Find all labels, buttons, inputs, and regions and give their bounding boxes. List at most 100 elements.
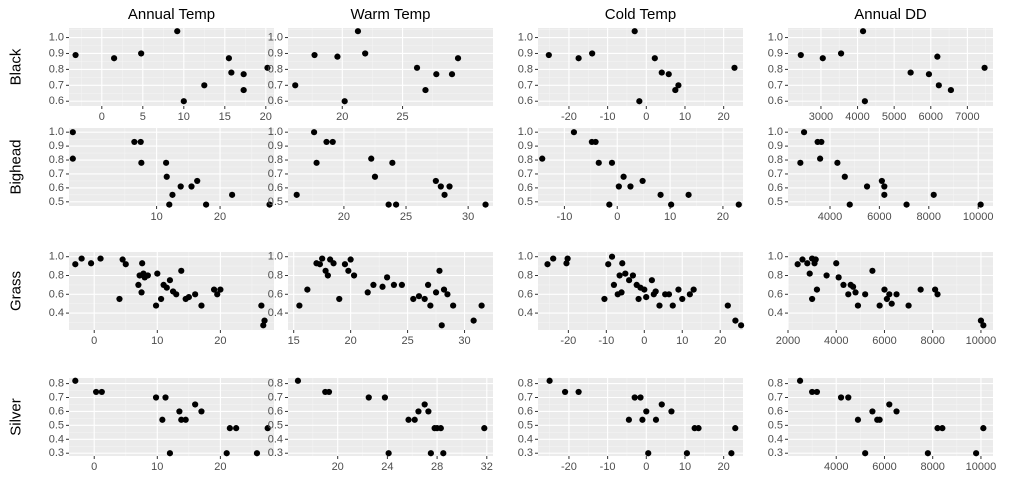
y-tick-label: 1.0 — [49, 32, 64, 44]
data-point — [166, 450, 174, 457]
data-point — [482, 201, 489, 208]
data-point — [223, 450, 230, 457]
data-point — [635, 295, 642, 303]
data-point — [201, 82, 208, 89]
data-point — [977, 201, 984, 208]
x-tick-label: 20 — [718, 111, 730, 123]
data-point — [350, 272, 358, 279]
y-tick-label: 0.7 — [518, 168, 533, 180]
x-tick-label: 0 — [614, 211, 620, 223]
x-tick-label: 28 — [431, 461, 443, 473]
data-point — [166, 277, 174, 284]
data-point — [981, 64, 988, 71]
y-tick-label: 0.8 — [49, 378, 64, 390]
data-point — [546, 377, 553, 384]
data-point — [544, 261, 551, 268]
data-point — [398, 281, 405, 288]
data-point — [421, 401, 428, 408]
data-point — [881, 191, 888, 198]
y-tick-label: 0.8 — [268, 269, 283, 281]
data-point — [370, 281, 377, 288]
y-tick-label: 1.0 — [268, 251, 283, 263]
data-point — [137, 138, 144, 146]
panel-0-0: 0 5 10 15 20 0.6 0.7 0.8 0.9 1.0 — [49, 28, 274, 123]
x-tick-label: 10000 — [963, 211, 994, 223]
data-point — [652, 416, 660, 423]
panel-background — [788, 28, 993, 106]
y-tick-label: 0.7 — [268, 168, 283, 180]
data-point — [881, 183, 888, 190]
data-point — [893, 291, 900, 298]
data-point — [178, 267, 185, 274]
data-point — [390, 281, 398, 288]
data-point — [341, 261, 349, 268]
data-point — [610, 281, 618, 288]
data-point — [97, 255, 104, 262]
data-point — [72, 377, 79, 384]
data-point — [886, 291, 893, 298]
data-point — [322, 267, 329, 274]
data-point — [163, 173, 170, 180]
y-tick-label: 0.5 — [268, 419, 283, 431]
x-tick-label: 10 — [679, 461, 691, 473]
y-tick-label: 0.3 — [268, 447, 283, 459]
data-point — [939, 425, 946, 432]
data-point — [131, 138, 138, 146]
data-point — [797, 159, 804, 166]
data-point — [679, 295, 686, 303]
data-point — [264, 64, 271, 71]
data-point — [325, 388, 333, 396]
x-tick-label: 20 — [336, 111, 348, 123]
data-point — [138, 159, 145, 166]
data-point — [626, 277, 633, 284]
data-point — [608, 253, 616, 260]
y-tick-label: 0.7 — [49, 392, 64, 404]
data-point — [413, 64, 421, 71]
data-point — [266, 201, 273, 208]
data-point — [293, 191, 300, 198]
data-point — [905, 302, 912, 309]
data-point — [823, 272, 830, 279]
data-point — [595, 159, 602, 166]
y-tick-label: 0.6 — [768, 95, 783, 107]
row-label-2: Grass — [8, 271, 25, 311]
y-tick-label: 1.0 — [768, 126, 783, 138]
panel-3-3: 4000 6000 8000 10000 0.3 0.4 0.5 0.60.7 0.8 — [768, 378, 997, 473]
data-point — [850, 283, 857, 290]
data-point — [627, 183, 634, 190]
x-tick-label: 25 — [401, 335, 413, 347]
data-point — [854, 416, 862, 423]
data-point — [198, 302, 205, 309]
y-tick-label: 1.0 — [49, 126, 64, 138]
column-title-2: Cold Temp — [605, 6, 676, 23]
x-tick-label: 25 — [400, 211, 412, 223]
data-point — [575, 55, 582, 62]
data-point — [806, 270, 813, 277]
x-tick-label: 10 — [676, 335, 688, 347]
data-point — [561, 388, 569, 396]
y-tick-label: 0.5 — [49, 419, 64, 431]
data-point — [415, 408, 422, 415]
y-tick-label: 0.9 — [268, 47, 283, 59]
data-point — [173, 291, 180, 298]
y-tick-label: 1.0 — [268, 32, 283, 44]
data-point — [365, 394, 372, 401]
data-point — [615, 183, 622, 190]
data-point — [233, 425, 240, 432]
data-point — [421, 295, 428, 303]
data-point — [210, 286, 218, 293]
x-tick-label: 10000 — [966, 335, 997, 347]
data-point — [934, 425, 941, 432]
y-tick-label: 0.6 — [49, 405, 64, 417]
y-tick-label: 0.8 — [768, 154, 783, 166]
y-tick-label: 0.6 — [518, 288, 533, 300]
y-tick-label: 0.6 — [518, 182, 533, 194]
data-point — [869, 267, 876, 274]
x-tick-label: 0 — [91, 461, 97, 473]
data-point — [732, 317, 739, 324]
y-tick-label: 0.4 — [518, 307, 533, 319]
data-point — [253, 450, 261, 457]
x-tick-label: 10 — [664, 211, 676, 223]
data-point — [575, 388, 582, 396]
data-point — [364, 289, 371, 296]
